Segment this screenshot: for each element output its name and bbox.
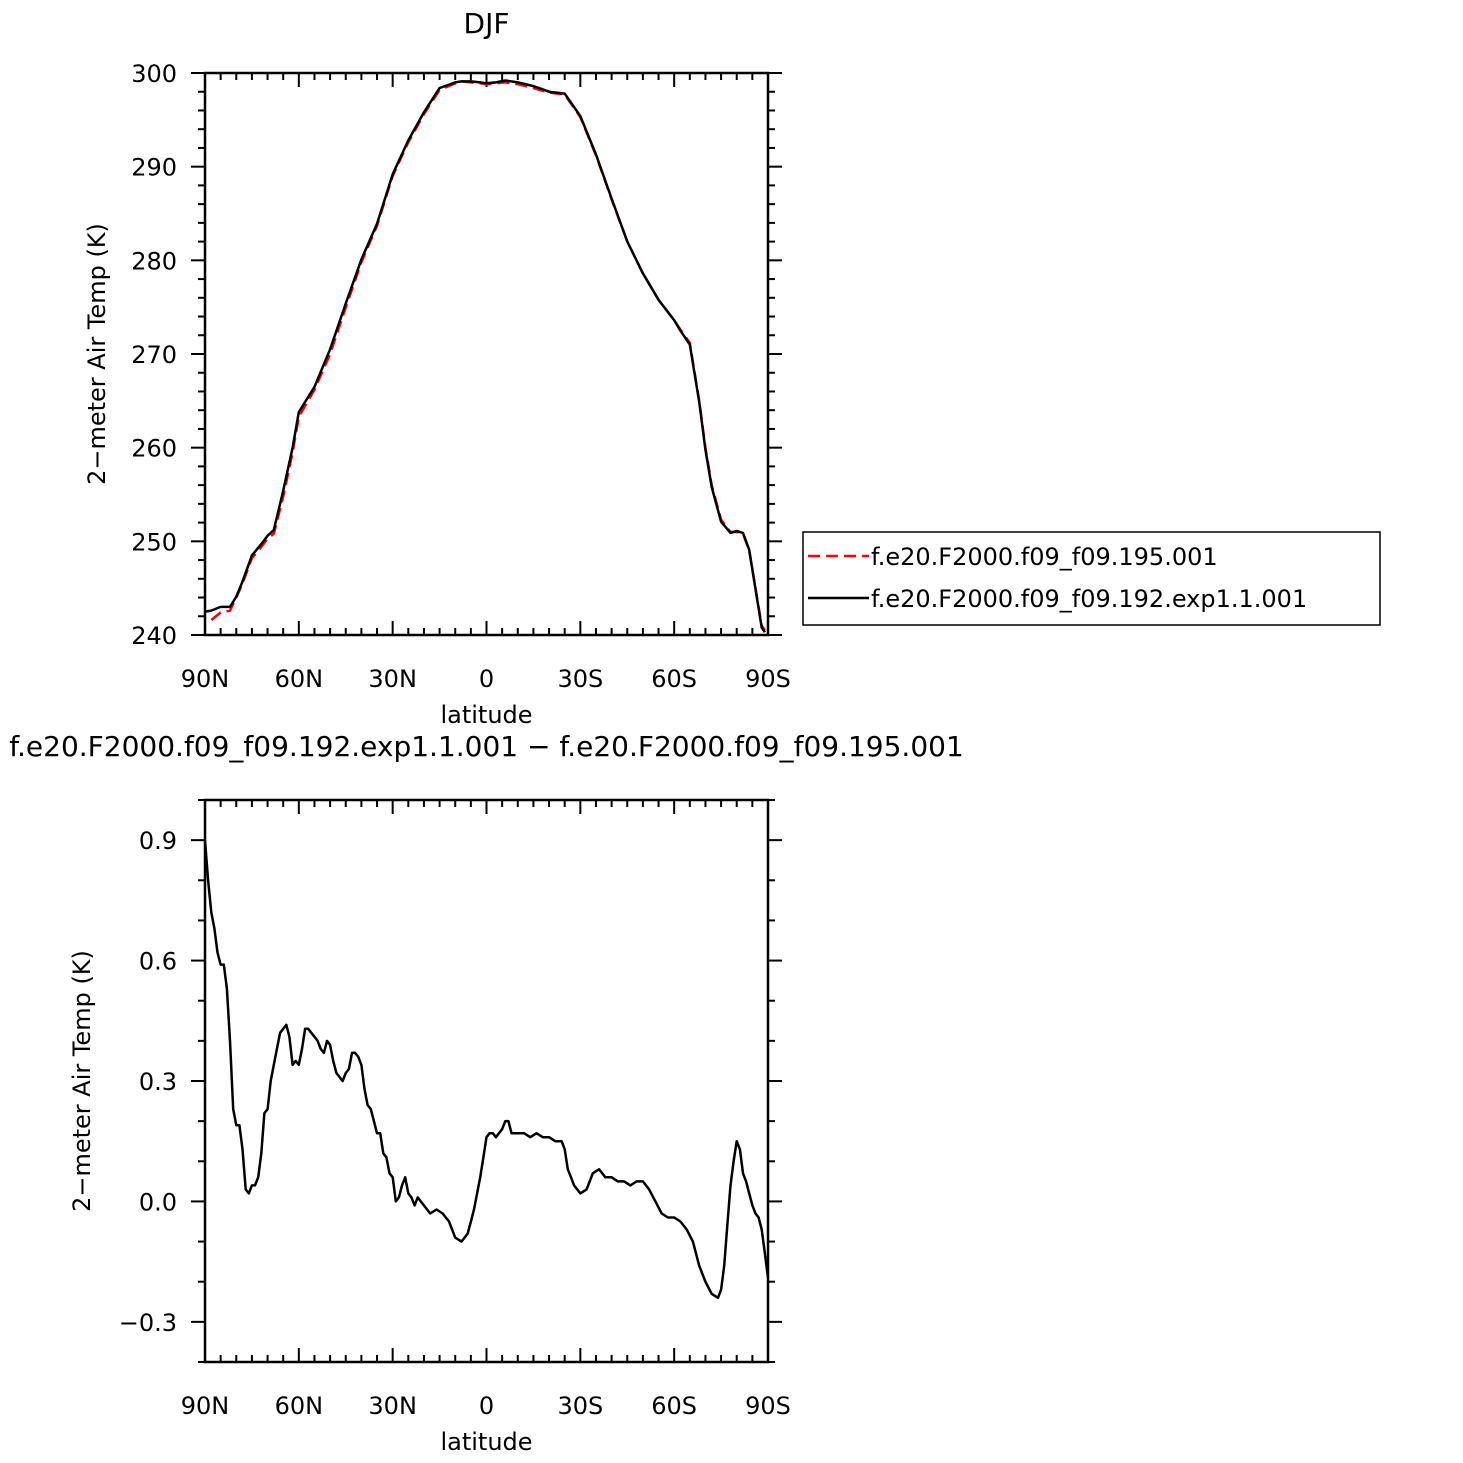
x-tick-label: 30N xyxy=(368,665,417,693)
x-tick-label: 60S xyxy=(651,1392,697,1420)
y-tick-label: 250 xyxy=(131,528,177,556)
y-tick-label: 0.0 xyxy=(139,1188,177,1216)
y-tick-label: 0.3 xyxy=(139,1068,177,1096)
legend-label-1: f.e20.F2000.f09_f09.195.001 xyxy=(871,543,1218,571)
legend-box xyxy=(802,531,1381,626)
series-line-2 xyxy=(204,79,766,633)
y-tick-label: 0.9 xyxy=(139,827,177,855)
series-line-1 xyxy=(203,840,770,1300)
x-tick-label: 30S xyxy=(557,1392,603,1420)
legend-label-2: f.e20.F2000.f09_f09.192.exp1.1.001 xyxy=(871,585,1307,613)
x-tick-label: 30N xyxy=(368,1392,417,1420)
x-tick-label: 90N xyxy=(181,1392,230,1420)
x-tick-label: 90S xyxy=(745,1392,791,1420)
plot-frame xyxy=(203,798,770,1364)
plot-1 xyxy=(191,71,1381,637)
plot-2 xyxy=(191,798,782,1364)
chart-title: DJF xyxy=(464,7,510,40)
x-axis-label: latitude xyxy=(440,1428,532,1456)
x-tick-label: 90S xyxy=(745,665,791,693)
series-line-1 xyxy=(210,80,766,632)
y-tick-label: 280 xyxy=(131,247,177,275)
y-tick-label: 240 xyxy=(131,622,177,650)
x-tick-label: 30S xyxy=(557,665,603,693)
x-tick-label: 0 xyxy=(479,665,494,693)
plot-frame xyxy=(203,71,770,637)
x-tick-label: 0 xyxy=(479,1392,494,1420)
y-tick-label: 300 xyxy=(131,60,177,88)
x-tick-label: 60S xyxy=(651,665,697,693)
y-tick-label: 0.6 xyxy=(139,948,177,976)
x-tick-label: 60N xyxy=(275,1392,324,1420)
x-tick-label: 60N xyxy=(275,665,324,693)
x-tick-label: 90N xyxy=(181,665,230,693)
x-axis-label: latitude xyxy=(440,701,532,729)
y-axis-label: 2−meter Air Temp (K) xyxy=(83,223,111,485)
y-tick-label: 290 xyxy=(131,154,177,182)
y-tick-label: 270 xyxy=(131,341,177,369)
y-tick-label: 260 xyxy=(131,435,177,463)
chart-title: f.e20.F2000.f09_f09.192.exp1.1.001 − f.e… xyxy=(9,730,964,763)
y-tick-label: −0.3 xyxy=(119,1309,177,1337)
y-axis-label: 2−meter Air Temp (K) xyxy=(68,950,96,1212)
